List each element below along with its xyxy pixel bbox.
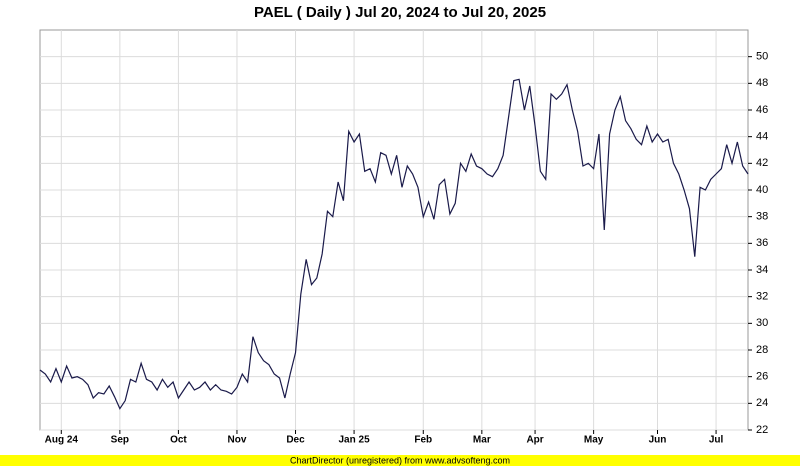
y-tick-label: 48 [756,77,768,89]
x-tick-label: Jun [649,435,667,446]
y-tick-label: 50 [756,51,768,63]
x-tick-label: Jan 25 [339,435,371,446]
x-tick-label: Oct [170,435,187,446]
x-tick-label: Nov [228,435,247,446]
y-tick-label: 44 [756,131,768,143]
y-tick-label: 24 [756,397,768,409]
y-tick-label: 34 [756,264,768,276]
y-tick-label: 36 [756,237,768,249]
y-tick-label: 30 [756,317,768,329]
x-tick-label: Dec [286,435,305,446]
x-tick-label: Feb [414,435,432,446]
x-tick-label: Sep [111,435,129,446]
x-tick-label: Mar [473,435,491,446]
plot-area [39,29,749,431]
x-tick-label: May [584,435,604,446]
y-tick-label: 46 [756,104,768,116]
x-tick-label: Apr [526,435,543,446]
y-tick-label: 22 [756,424,768,436]
y-tick-label: 38 [756,211,768,223]
y-tick-label: 42 [756,157,768,169]
footer-text: ChartDirector (unregistered) from www.ad… [290,455,510,465]
y-tick-label: 26 [756,371,768,383]
x-tick-label: Jul [709,435,724,446]
y-tick-label: 28 [756,344,768,356]
y-tick-label: 32 [756,291,768,303]
x-tick-label: Aug 24 [45,435,79,446]
y-tick-label: 40 [756,184,768,196]
price-line [39,78,749,410]
chart-title: PAEL ( Daily ) Jul 20, 2024 to Jul 20, 2… [254,4,546,21]
footer-bar [0,455,800,466]
